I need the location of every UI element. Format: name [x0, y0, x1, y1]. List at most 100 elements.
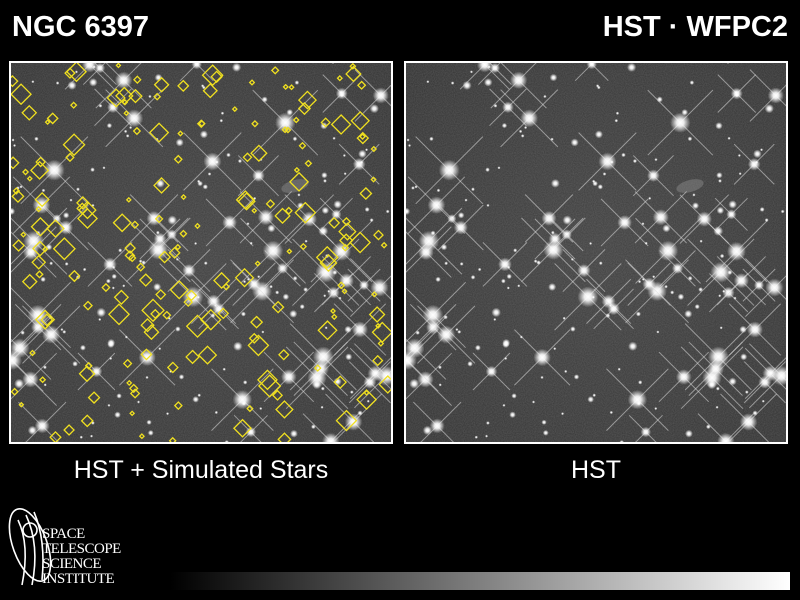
star [541, 419, 547, 425]
star [760, 148, 764, 152]
star [502, 403, 506, 407]
star [197, 393, 202, 398]
simulated-star-marker [234, 267, 255, 288]
star [754, 160, 759, 164]
simulated-star-marker [197, 345, 218, 365]
simulated-star-marker [299, 242, 307, 251]
star [598, 152, 617, 171]
star [767, 87, 784, 104]
star [671, 262, 684, 274]
simulated-star-marker [292, 116, 300, 124]
star [427, 196, 446, 214]
simulated-star-marker [107, 303, 131, 326]
star [727, 136, 731, 140]
star [586, 62, 597, 70]
star [562, 316, 566, 320]
star [598, 261, 603, 266]
simulated-star-marker [12, 187, 21, 195]
star [364, 206, 370, 212]
star [715, 386, 720, 391]
star [759, 206, 765, 212]
star [689, 80, 695, 85]
star [617, 215, 633, 230]
simulated-star-marker [371, 321, 392, 343]
simulated-star-marker [345, 65, 362, 83]
star [486, 421, 490, 425]
star [136, 400, 141, 404]
simulated-star-marker [80, 414, 94, 428]
star [415, 330, 420, 335]
star [338, 273, 354, 289]
star [470, 274, 476, 280]
star [299, 304, 305, 310]
star [436, 188, 441, 193]
star [739, 325, 747, 334]
simulated-star-marker [210, 70, 223, 84]
star [719, 253, 725, 259]
star [670, 290, 675, 295]
star [372, 87, 389, 104]
simulated-star-marker [62, 133, 86, 157]
star [753, 149, 762, 159]
star [297, 193, 301, 197]
star [13, 144, 17, 148]
simulated-star-marker [52, 237, 76, 261]
star [739, 413, 758, 431]
star [758, 375, 772, 389]
star [153, 282, 162, 292]
star [453, 220, 468, 235]
star [106, 278, 111, 284]
star [43, 159, 65, 181]
star [322, 432, 340, 443]
star [614, 118, 619, 123]
star [49, 261, 54, 266]
star [548, 232, 562, 246]
star [457, 212, 465, 219]
star [520, 134, 525, 138]
simulated-star-marker [46, 112, 59, 125]
simulated-star-marker [44, 119, 51, 126]
star [158, 347, 162, 351]
star [626, 62, 637, 72]
star [562, 215, 573, 225]
simulated-star-marker [288, 84, 295, 91]
star [79, 435, 83, 439]
star [536, 260, 541, 265]
simulated-star-marker [87, 391, 101, 404]
star [497, 166, 501, 170]
star [40, 276, 46, 283]
star [118, 248, 123, 253]
star [358, 280, 370, 291]
star [247, 277, 261, 291]
simulated-star-marker [63, 424, 75, 436]
star [430, 230, 436, 236]
simulated-star-marker [21, 104, 38, 121]
star [109, 356, 113, 361]
simulated-star-marker [124, 242, 137, 254]
star [471, 187, 475, 192]
simulated-star-marker [328, 216, 341, 229]
simulated-star-marker [101, 282, 111, 293]
star [222, 367, 226, 371]
galaxy [281, 179, 309, 193]
star [699, 239, 703, 243]
simulated-star-marker [129, 410, 136, 417]
simulated-star-marker [341, 243, 350, 252]
simulated-star-marker [76, 196, 90, 210]
star [182, 286, 204, 308]
logo-text: SCIENCE [42, 556, 101, 572]
simulated-star-marker [349, 231, 372, 254]
star [744, 390, 749, 394]
star [518, 129, 523, 134]
star [310, 424, 316, 430]
star [90, 434, 94, 438]
star [116, 393, 122, 399]
star [652, 275, 656, 279]
star [656, 330, 660, 334]
star [553, 347, 557, 351]
simulated-star-marker [78, 200, 97, 220]
star [141, 260, 146, 265]
star [363, 375, 377, 389]
star [469, 70, 473, 74]
